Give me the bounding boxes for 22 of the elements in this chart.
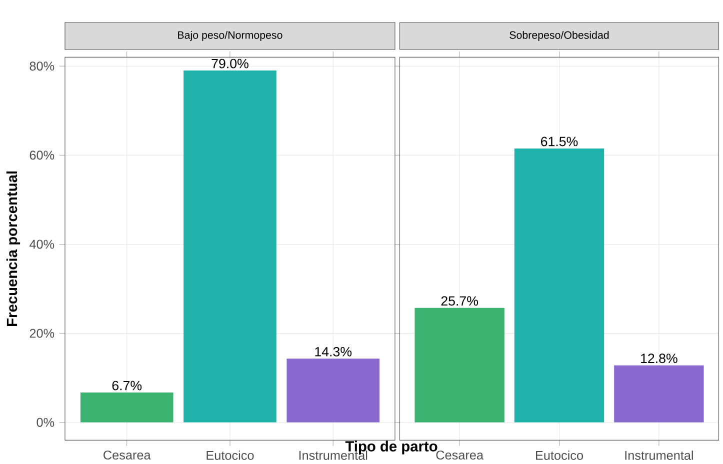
x-tick-label: Cesarea: [436, 450, 484, 460]
y-tick-label: 60%: [30, 150, 54, 160]
y-axis-title: Frecuencia porcentual: [6, 171, 20, 326]
chart-title: Bajo peso/Normopeso: [178, 30, 282, 41]
y-tick-label: 20%: [30, 328, 54, 338]
bar: [80, 392, 174, 422]
x-tick-label: Eutocico: [206, 450, 254, 460]
x-tick-label: Cesarea: [104, 450, 151, 460]
bar: [286, 358, 380, 422]
y-tick-label: 40%: [30, 240, 54, 249]
y-tick-label: 0%: [36, 418, 54, 427]
x-tick-label: Instrumental: [625, 450, 693, 460]
data-label: 79.0%: [212, 58, 248, 68]
data-label: 6.7%: [112, 380, 142, 390]
x-tick-label: Eutocico: [536, 450, 584, 460]
y-tick-label: 80%: [30, 61, 54, 70]
chart-title: Sobrepeso/Obesidad: [510, 30, 609, 41]
data-label: 25.7%: [441, 296, 478, 306]
data-label: 12.8%: [641, 354, 678, 363]
data-label: 14.3%: [315, 346, 352, 356]
bar: [184, 70, 276, 422]
data-label: 61.5%: [541, 136, 578, 146]
